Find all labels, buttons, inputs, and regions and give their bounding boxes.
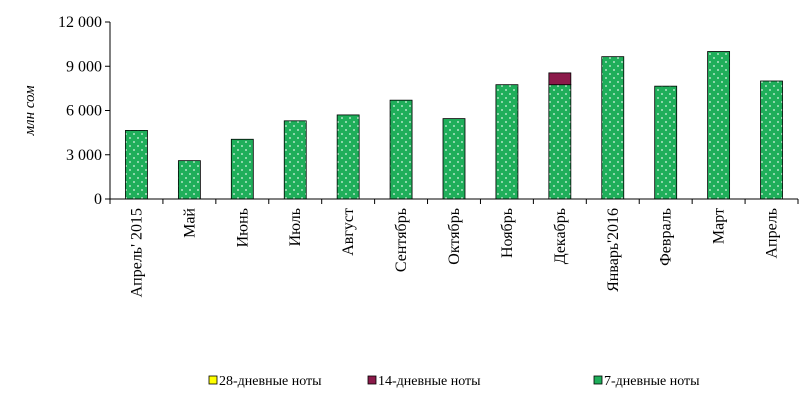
bar-7-7 xyxy=(495,84,519,200)
x-tick-label: Апрель' 2015 xyxy=(128,208,145,297)
bar-7-8 xyxy=(548,84,572,200)
y-tick-label: 6 000 xyxy=(66,103,102,120)
legend-swatch xyxy=(208,375,218,385)
x-tick-label: Февраль xyxy=(658,208,675,266)
y-axis-title: млн сом xyxy=(22,85,38,137)
x-tick-label: Июнь xyxy=(234,208,251,247)
y-tick-label: 12 000 xyxy=(58,14,102,31)
bar-7-10 xyxy=(654,85,678,200)
bar-14-8 xyxy=(548,72,572,86)
bar-7-12 xyxy=(760,80,783,200)
legend-label: 14-дневные ноты xyxy=(378,374,481,389)
x-tick-label: Октябрь xyxy=(446,208,463,265)
x-tick-label: Август xyxy=(340,208,357,256)
x-tick-label: Декабрь xyxy=(552,208,569,264)
bar-7-11 xyxy=(707,51,731,200)
bar-7-4 xyxy=(336,114,360,200)
bar-7-0 xyxy=(125,130,148,200)
bar-7-5 xyxy=(389,99,413,200)
legend-label: 28-дневные ноты xyxy=(219,374,322,389)
y-tick-label: 3 000 xyxy=(66,147,102,164)
x-tick-label: Май xyxy=(181,208,198,238)
bar-7-3 xyxy=(283,120,307,200)
bar-7-2 xyxy=(230,138,254,200)
legend-swatch xyxy=(367,375,377,385)
x-tick-label: Апрель xyxy=(764,208,781,259)
bar-7-1 xyxy=(177,160,201,200)
legend-label: 7-дневные ноты xyxy=(604,374,700,389)
y-tick-label: 9 000 xyxy=(66,58,102,75)
x-tick-label: Сентябрь xyxy=(393,208,410,272)
x-tick-label: Январь'2016 xyxy=(605,208,622,292)
y-tick-label: 0 xyxy=(94,191,102,208)
x-tick-label: Июль xyxy=(287,208,304,246)
x-tick-label: Ноябрь xyxy=(499,208,516,258)
legend-swatch xyxy=(593,375,603,385)
bar-7-6 xyxy=(442,118,466,200)
bar-7-9 xyxy=(601,56,625,200)
x-tick-label: Март xyxy=(711,208,728,244)
